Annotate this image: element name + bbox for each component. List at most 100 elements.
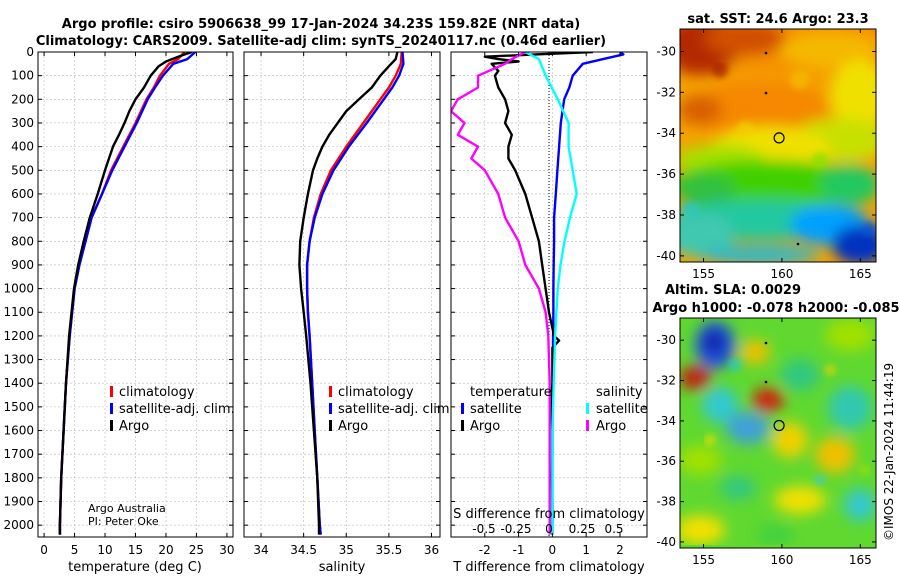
legend-label-satellite: satellite-adj. clim.	[119, 402, 235, 417]
series-line-argo	[58, 52, 192, 535]
legend-label-climatology: climatology	[119, 385, 195, 400]
legend-label-s-argo: Argo	[596, 419, 626, 434]
y-tick-label: 400	[11, 140, 34, 154]
x-tick-label: 0	[549, 543, 557, 557]
x-tick-label: 34.5	[290, 543, 317, 557]
legend-swatch-t-satellite	[461, 403, 464, 414]
legend-swatch-argo	[110, 420, 113, 431]
y-tick-label: 300	[11, 116, 34, 130]
x-tick-label: 34	[253, 543, 268, 557]
sla-map-subtitle: Argo h1000: -0.078 h2000: -0.085	[652, 301, 899, 316]
sla-island-dot	[764, 341, 768, 345]
salinity-grid	[244, 51, 440, 537]
series-line-argo	[298, 52, 399, 535]
x-tick-label: 25	[189, 543, 204, 557]
sla-map-panel: Altim. SLA: 0.0029 Argo h1000: -0.078 h2…	[652, 283, 899, 567]
x-tick-label: 36	[424, 543, 439, 557]
sla-heatmap	[680, 318, 876, 548]
sla-argo-marker	[773, 419, 785, 432]
map-x-tick-label: 165	[849, 553, 872, 567]
sst-map-title: sat. SST: 24.6 Argo: 23.3	[687, 12, 868, 27]
y-tick-label: 2000	[3, 518, 34, 532]
map-y-tick-label: -32	[656, 85, 676, 99]
y-tick-label: 1500	[3, 400, 34, 414]
temperature-legend: climatology satellite-adj. clim. Argo	[110, 385, 235, 434]
y-tick-label: 1100	[3, 305, 34, 319]
s-tick-0-25: 0.25	[569, 522, 596, 536]
salinity-ticks: 34 34.5 35 35.5 36	[244, 51, 440, 557]
y-tick-label: 1000	[3, 282, 34, 296]
y-tick-label: 600	[11, 187, 34, 201]
s-tick-neg-0-5: -0.5	[472, 522, 495, 536]
y-tick-label: 900	[11, 258, 34, 272]
s-tick-neg-0-25: -0.25	[500, 522, 531, 536]
y-tick-label: 1900	[3, 495, 34, 509]
legend-swatch-s-argo	[586, 420, 589, 431]
s-tick-0-5: 0.5	[604, 522, 623, 536]
s-tick-0: 0	[545, 522, 553, 536]
x-tick-label: 2	[616, 543, 624, 557]
temperature-xlabel: temperature (deg C)	[68, 560, 202, 575]
temperature-ticks: 0100200300400500600700800900100011001200…	[3, 45, 234, 557]
salinity-frame	[243, 51, 441, 538]
legend-swatch-satellite	[110, 403, 113, 414]
sla-map-ticks: 155 160 165 -30 -32 -34 -36 -38 -40	[656, 318, 876, 567]
map-x-tick-label: 160	[770, 267, 793, 281]
s-difference-label: S difference from climatology	[453, 507, 645, 522]
y-tick-label: 1800	[3, 471, 34, 485]
x-tick-label: -2	[479, 543, 491, 557]
sla-map-title: Altim. SLA: 0.0029	[665, 283, 801, 298]
legend-label-satellite: satellite-adj. clim.	[338, 402, 454, 417]
y-tick-label: 100	[11, 69, 34, 83]
map-y-tick-label: -30	[656, 44, 676, 58]
legend-label-climatology: climatology	[338, 385, 414, 400]
annotation-pi: PI: Peter Oke	[88, 515, 159, 528]
salinity-xlabel: salinity	[319, 560, 366, 575]
y-tick-label: 1200	[3, 329, 34, 343]
temperature-panel: 0100200300400500600700800900100011001200…	[3, 45, 234, 575]
x-tick-label: 10	[97, 543, 112, 557]
t-difference-label: T difference from climatology	[452, 560, 645, 575]
header-line-1: Argo profile: csiro 5906638_99 17-Jan-20…	[62, 17, 580, 32]
sst-map-frame	[679, 28, 877, 263]
x-tick-label: 20	[158, 543, 173, 557]
x-tick-label: 30	[219, 543, 234, 557]
map-y-tick-label: -36	[656, 454, 676, 468]
legend-swatch-satellite	[329, 403, 332, 414]
legend-label-s-satellite: satellite	[596, 402, 648, 417]
difference-frame	[450, 51, 648, 538]
map-x-tick-label: 160	[770, 553, 793, 567]
x-tick-label: 35.5	[376, 543, 403, 557]
salinity-series	[298, 52, 405, 535]
y-tick-label: 1700	[3, 447, 34, 461]
map-x-tick-label: 155	[692, 553, 715, 567]
map-y-tick-label: -36	[656, 167, 676, 181]
legend-label-argo: Argo	[119, 419, 149, 434]
legend-label-argo: Argo	[338, 419, 368, 434]
y-tick-label: 1300	[3, 353, 34, 367]
sst-map-panel: sat. SST: 24.6 Argo: 23.3	[656, 12, 877, 281]
series-line-salinity-argo	[451, 52, 551, 535]
x-tick-label: 5	[71, 543, 79, 557]
sla-map-frame	[679, 317, 877, 549]
legend-swatch-t-argo	[461, 420, 464, 431]
legend-title-salinity: salinity	[596, 385, 643, 400]
temperature-diff-legend: temperature satellite Argo	[461, 385, 552, 434]
map-x-tick-label: 165	[849, 267, 872, 281]
salinity-diff-legend: salinity satellite Argo	[586, 385, 648, 434]
legend-swatch-climatology	[329, 386, 332, 397]
legend-swatch-s-satellite	[586, 403, 589, 414]
y-tick-label: 800	[11, 234, 34, 248]
copyright-stamp: ©IMOS 22-Jan-2024 11:44:19	[882, 363, 896, 541]
map-y-tick-label: -30	[656, 333, 676, 347]
salinity-legend: climatology satellite-adj. clim. Argo	[329, 385, 454, 434]
map-y-tick-label: -32	[656, 374, 676, 388]
sst-island-dot	[764, 91, 768, 95]
map-y-tick-label: -38	[656, 495, 676, 509]
map-y-tick-label: -34	[656, 414, 676, 428]
sst-island-dot	[796, 242, 800, 246]
x-tick-label: -1	[513, 543, 525, 557]
y-tick-label: 1400	[3, 376, 34, 390]
legend-label-t-argo: Argo	[470, 419, 500, 434]
